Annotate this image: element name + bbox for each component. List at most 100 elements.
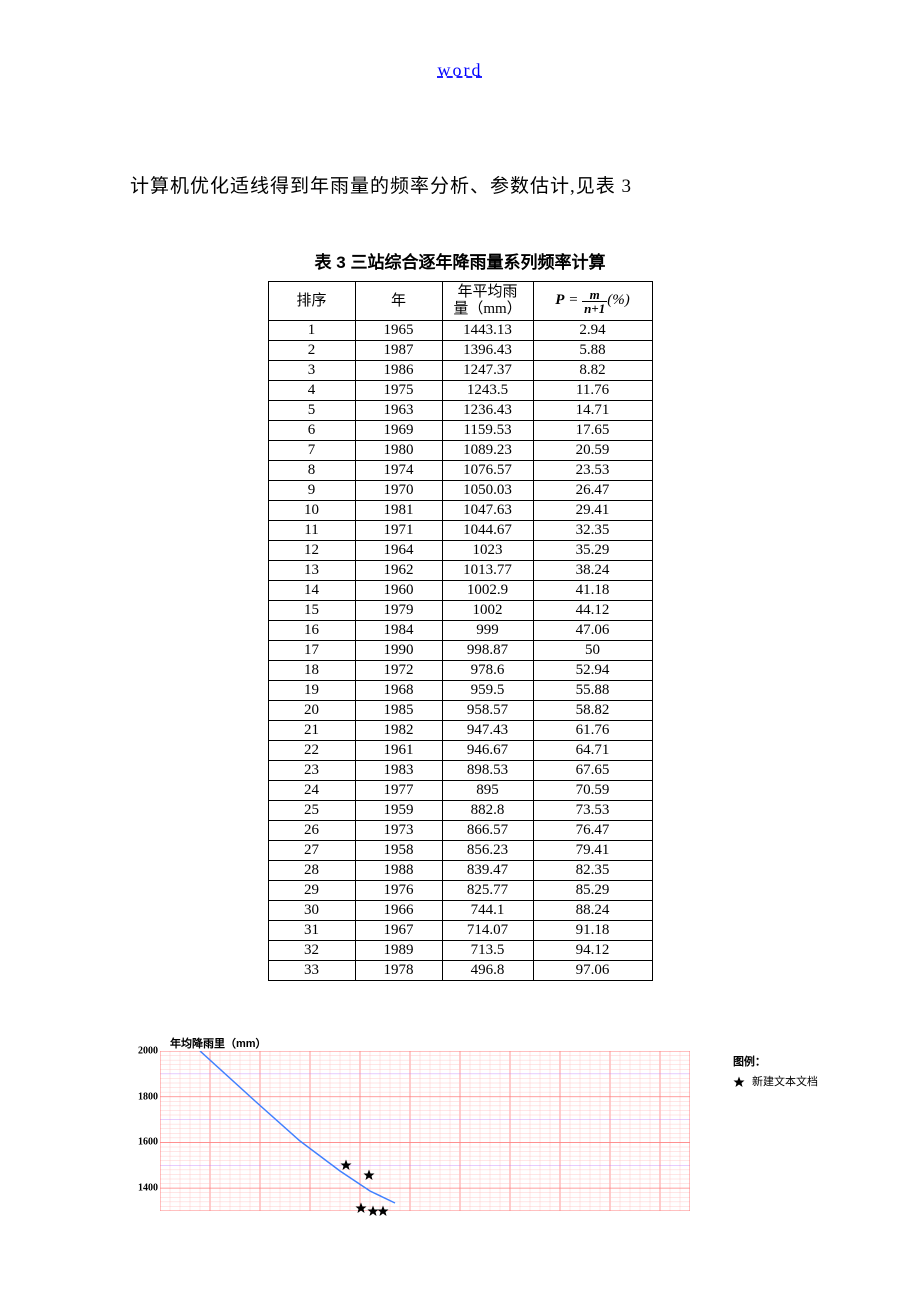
table-cell: 1966 (355, 901, 442, 921)
table-cell: 1960 (355, 581, 442, 601)
table-cell: 895 (442, 781, 533, 801)
table-cell: 1443.13 (442, 321, 533, 341)
frequency-table: 排序 年 年平均雨量（mm） P = mn+1(%) 119651443.132… (268, 281, 653, 981)
table-cell: 50 (533, 641, 652, 661)
table-cell: 1970 (355, 481, 442, 501)
chart-y-axis-label: 年均降雨里（mm） (170, 1035, 267, 1051)
table-cell: 35.29 (533, 541, 652, 561)
data-point-star (363, 1168, 373, 1178)
table-cell: 1961 (355, 741, 442, 761)
table-cell: 17.65 (533, 421, 652, 441)
header-word-link[interactable]: word (0, 60, 920, 81)
table-cell: 1 (268, 321, 355, 341)
table-row: 171990998.8750 (268, 641, 652, 661)
table-cell: 30 (268, 901, 355, 921)
data-point-star (377, 1204, 387, 1214)
table-row: 211982947.4361.76 (268, 721, 652, 741)
table-cell: 999 (442, 621, 533, 641)
table-cell: 1959 (355, 801, 442, 821)
chart-ytick: 1800 (130, 1091, 158, 1102)
table-cell: 1980 (355, 441, 442, 461)
col-header-year: 年 (355, 282, 442, 321)
table-cell: 2.94 (533, 321, 652, 341)
table-cell: 1977 (355, 781, 442, 801)
table-cell: 1089.23 (442, 441, 533, 461)
table-cell: 1967 (355, 921, 442, 941)
table-cell: 839.47 (442, 861, 533, 881)
table-cell: 1243.5 (442, 381, 533, 401)
table-row: 151979100244.12 (268, 601, 652, 621)
table-row: 1019811047.6329.41 (268, 501, 652, 521)
table-cell: 958.57 (442, 701, 533, 721)
table-cell: 1988 (355, 861, 442, 881)
table-cell: 1965 (355, 321, 442, 341)
table-cell: 1976 (355, 881, 442, 901)
table-row: 331978496.897.06 (268, 961, 652, 981)
table-row: 1119711044.6732.35 (268, 521, 652, 541)
table-row: 119651443.132.94 (268, 321, 652, 341)
table-cell: 25 (268, 801, 355, 821)
data-point-star (340, 1158, 350, 1168)
table-cell: 29.41 (533, 501, 652, 521)
table-cell: 24 (268, 781, 355, 801)
table-cell: 1978 (355, 961, 442, 981)
table-header-row: 排序 年 年平均雨量（mm） P = mn+1(%) (268, 282, 652, 321)
table-cell: 8 (268, 461, 355, 481)
table-cell: 16 (268, 621, 355, 641)
col-header-rainfall: 年平均雨量（mm） (442, 282, 533, 321)
table-cell: 1983 (355, 761, 442, 781)
table-cell: 1958 (355, 841, 442, 861)
table-cell: 21 (268, 721, 355, 741)
table-cell: 998.87 (442, 641, 533, 661)
table-cell: 1247.37 (442, 361, 533, 381)
data-point-star (355, 1201, 365, 1211)
table-row: 519631236.4314.71 (268, 401, 652, 421)
table-cell: 1047.63 (442, 501, 533, 521)
table-cell: 32.35 (533, 521, 652, 541)
table-cell: 3 (268, 361, 355, 381)
table-row: 24197789570.59 (268, 781, 652, 801)
table-row: 321989713.594.12 (268, 941, 652, 961)
table-row: 819741076.5723.53 (268, 461, 652, 481)
table-cell: 1962 (355, 561, 442, 581)
table-cell: 825.77 (442, 881, 533, 901)
table-cell: 856.23 (442, 841, 533, 861)
table-cell: 41.18 (533, 581, 652, 601)
table-cell: 70.59 (533, 781, 652, 801)
table-row: 301966744.188.24 (268, 901, 652, 921)
table-cell: 1236.43 (442, 401, 533, 421)
intro-paragraph: 计算机优化适线得到年雨量的频率分析、参数估计,见表 3 (130, 171, 920, 198)
table-row: 319861247.378.82 (268, 361, 652, 381)
table-cell: 1981 (355, 501, 442, 521)
table-cell: 1396.43 (442, 341, 533, 361)
col-header-rank: 排序 (268, 282, 355, 321)
table-cell: 55.88 (533, 681, 652, 701)
table-cell: 866.57 (442, 821, 533, 841)
table-row: 181972978.652.94 (268, 661, 652, 681)
table-cell: 6 (268, 421, 355, 441)
table-cell: 898.53 (442, 761, 533, 781)
table-cell: 1044.67 (442, 521, 533, 541)
table-cell: 1973 (355, 821, 442, 841)
chart-ytick: 1600 (130, 1137, 158, 1148)
table-row: 281988839.4782.35 (268, 861, 652, 881)
table-cell: 23 (268, 761, 355, 781)
table-cell: 85.29 (533, 881, 652, 901)
table-row: 919701050.0326.47 (268, 481, 652, 501)
table-row: 419751243.511.76 (268, 381, 652, 401)
chart-grid (160, 1051, 690, 1211)
table-row: 16198499947.06 (268, 621, 652, 641)
chart-ytick: 1400 (130, 1183, 158, 1194)
table-cell: 20 (268, 701, 355, 721)
table-row: 219871396.435.88 (268, 341, 652, 361)
table-row: 231983898.5367.65 (268, 761, 652, 781)
table-cell: 959.5 (442, 681, 533, 701)
table-row: 1419601002.941.18 (268, 581, 652, 601)
table-cell: 23.53 (533, 461, 652, 481)
table-cell: 1076.57 (442, 461, 533, 481)
table-cell: 19 (268, 681, 355, 701)
table-cell: 1964 (355, 541, 442, 561)
table-cell: 714.07 (442, 921, 533, 941)
table-cell: 91.18 (533, 921, 652, 941)
table-cell: 82.35 (533, 861, 652, 881)
